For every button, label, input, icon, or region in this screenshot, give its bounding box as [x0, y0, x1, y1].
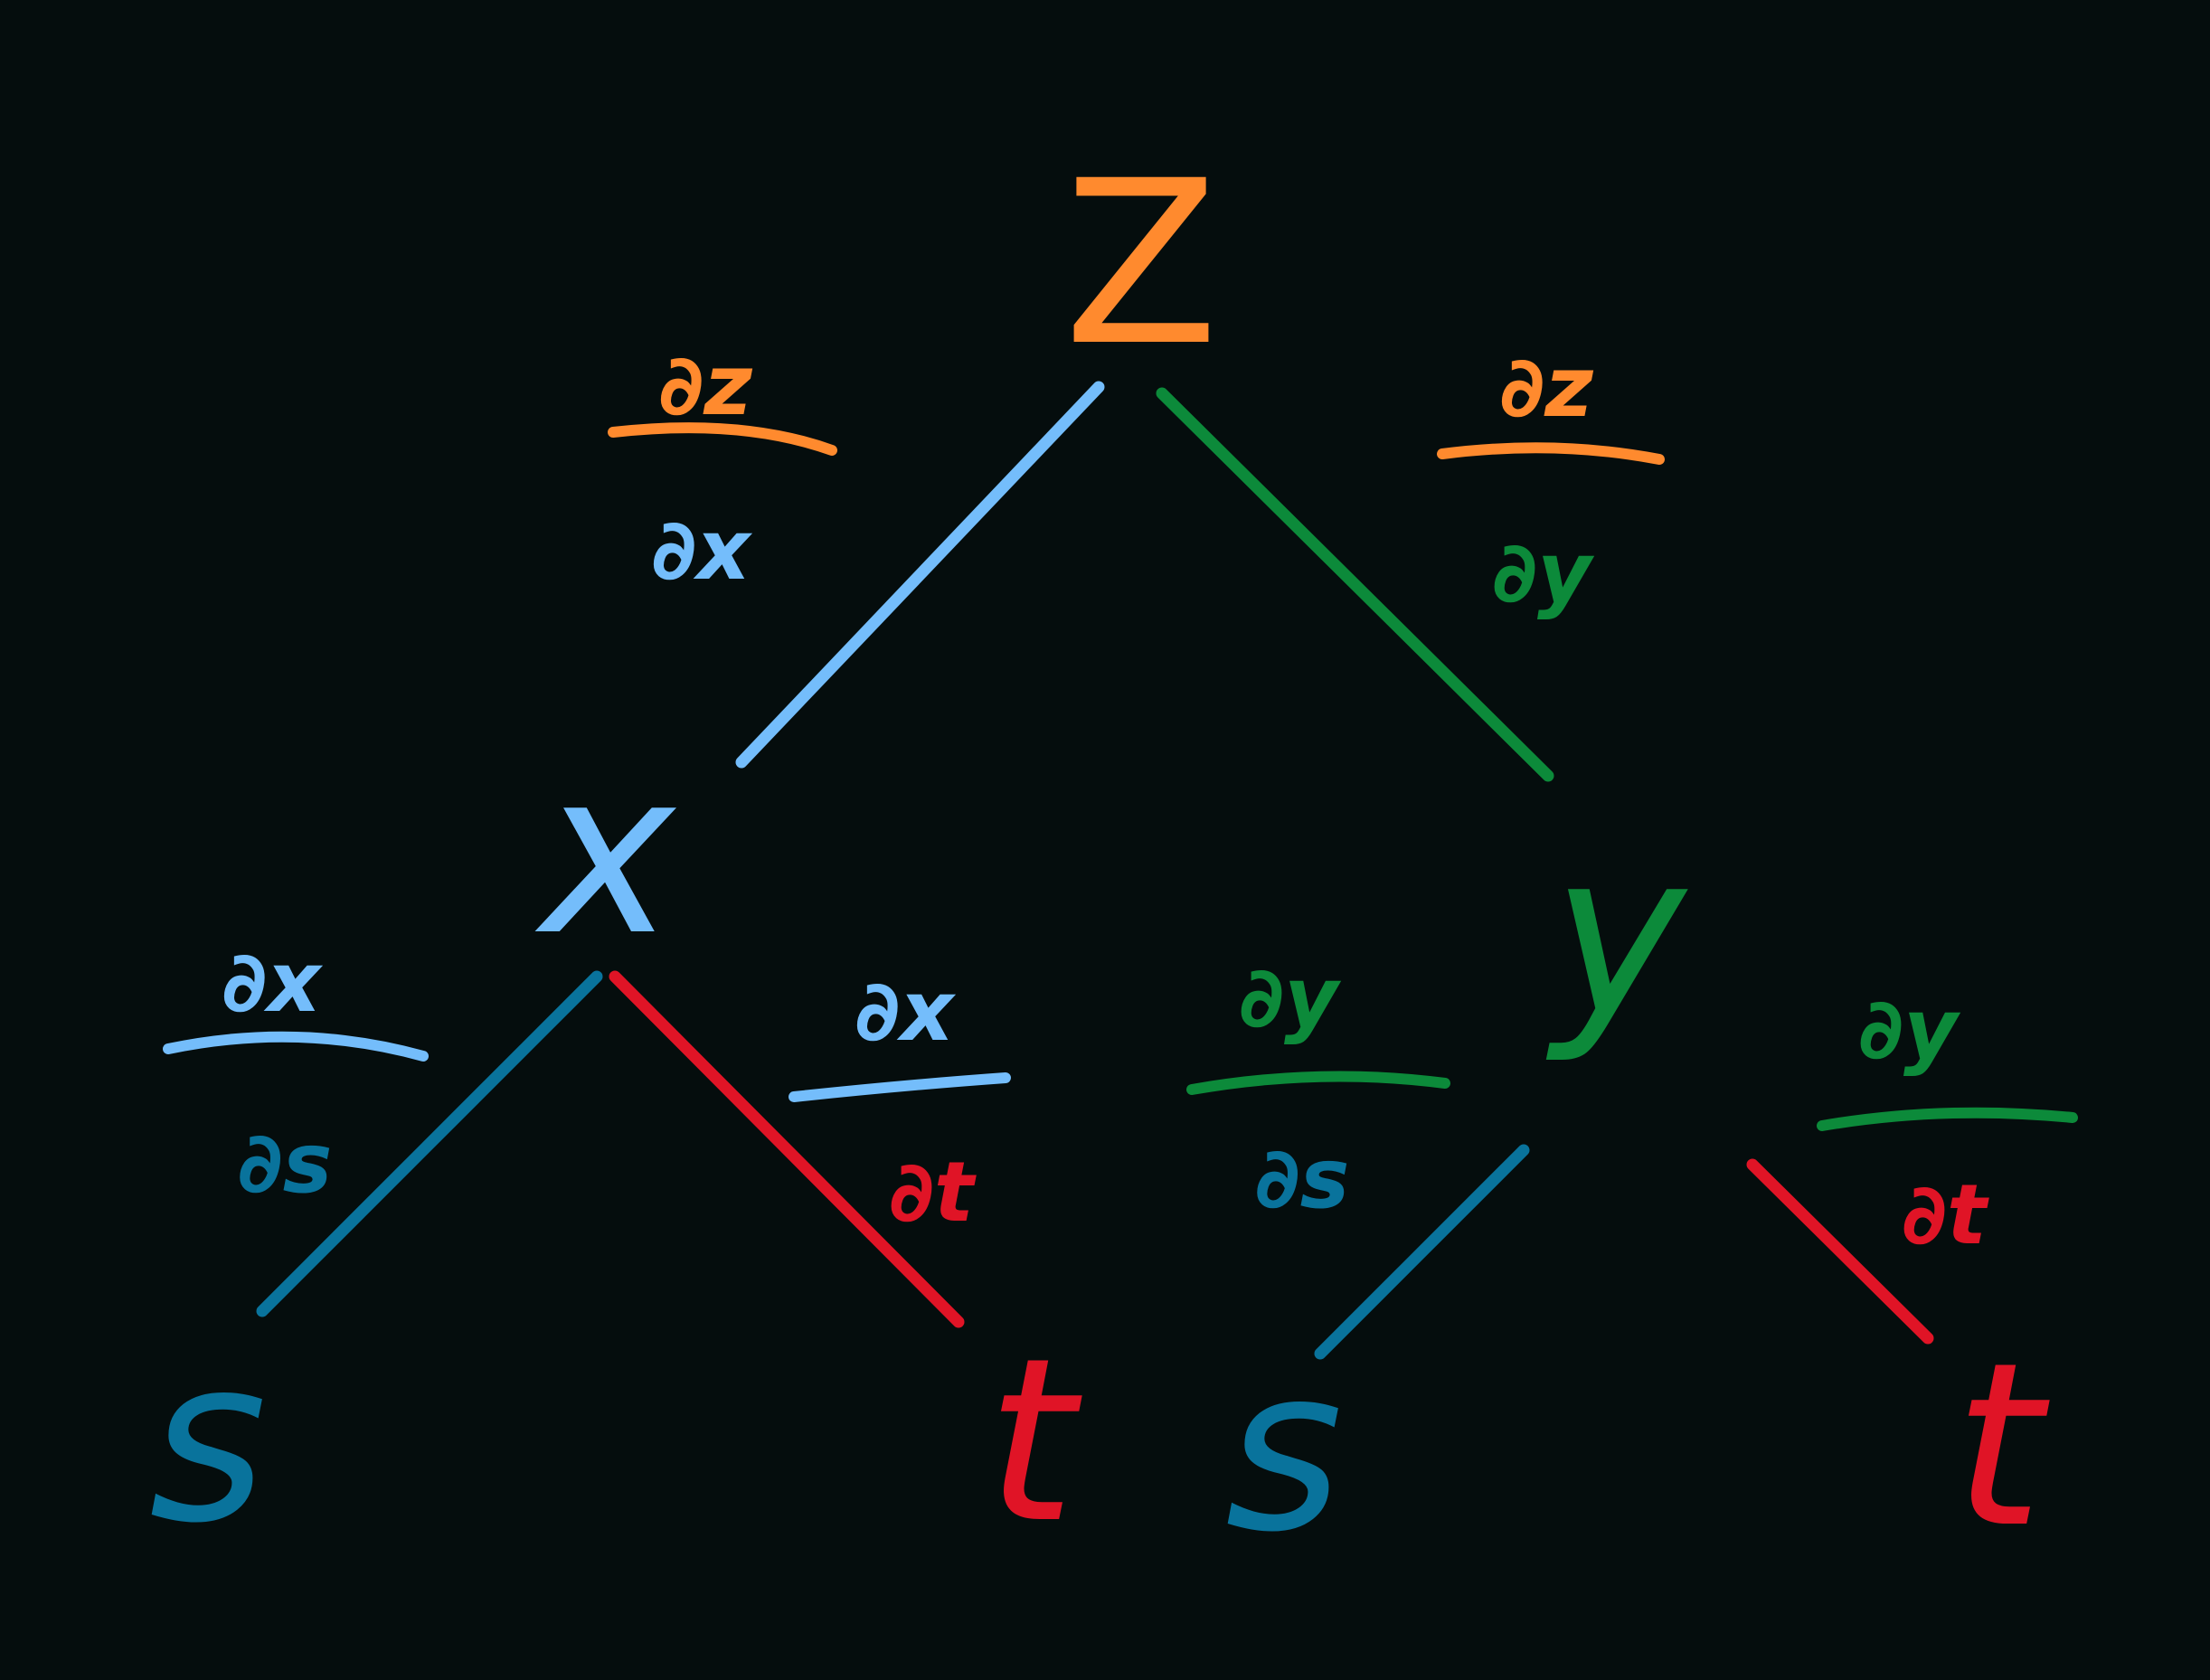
fraction-dy-dt-numerator: ∂y: [1858, 981, 1961, 1078]
fraction-dz-dx-numerator: ∂z: [658, 337, 752, 434]
node-t-right: t: [1954, 1314, 2050, 1577]
edge-x-t: [609, 970, 965, 1328]
fraction-dx-ds-numerator: ∂x: [222, 934, 323, 1031]
fraction-dz-dy: ∂z ∂y: [1437, 339, 1665, 621]
node-s-left: s: [149, 1309, 267, 1572]
fraction-dx-dt-bar: [789, 1072, 1011, 1102]
edge-y-s: [1314, 1144, 1530, 1360]
fraction-dz-dy-denominator: ∂y: [1492, 524, 1595, 621]
fraction-dy-dt-denominator: ∂t: [1902, 1166, 1989, 1263]
fraction-dx-ds-bar: [163, 1031, 429, 1062]
fraction-dx-ds: ∂x ∂s: [163, 934, 429, 1212]
node-y: y: [1545, 803, 1688, 1066]
edge-z-y: [1156, 387, 1554, 782]
fraction-dy-ds-numerator: ∂y: [1239, 949, 1342, 1046]
fraction-dy-ds-denominator: ∂s: [1255, 1130, 1350, 1227]
fraction-dx-dt: ∂x ∂t: [789, 963, 1011, 1241]
node-t-left: t: [987, 1309, 1082, 1572]
fraction-dy-dt: ∂y ∂t: [1817, 981, 2078, 1263]
fraction-dx-dt-numerator: ∂x: [855, 963, 956, 1060]
fraction-dz-dx-bar: [608, 422, 837, 456]
fraction-dz-dy-numerator: ∂z: [1499, 339, 1593, 436]
edge-z-x: [735, 381, 1105, 769]
fraction-dx-ds-denominator: ∂s: [238, 1115, 333, 1212]
edge-y-t: [1746, 1158, 1934, 1345]
node-z: Z: [1063, 132, 1218, 395]
fraction-dy-dt-bar: [1817, 1107, 2078, 1131]
fraction-dy-ds: ∂y ∂s: [1186, 949, 1450, 1227]
fraction-dx-dt-denominator: ∂t: [889, 1144, 977, 1241]
node-x: x: [534, 722, 677, 985]
node-s-right: s: [1225, 1318, 1343, 1581]
fraction-dy-ds-bar: [1186, 1071, 1450, 1095]
fraction-dz-dy-bar: [1437, 442, 1665, 465]
fraction-dz-dx: ∂z ∂x: [608, 337, 837, 599]
edge-x-s: [256, 970, 603, 1317]
fraction-dz-dx-denominator: ∂x: [651, 502, 752, 599]
